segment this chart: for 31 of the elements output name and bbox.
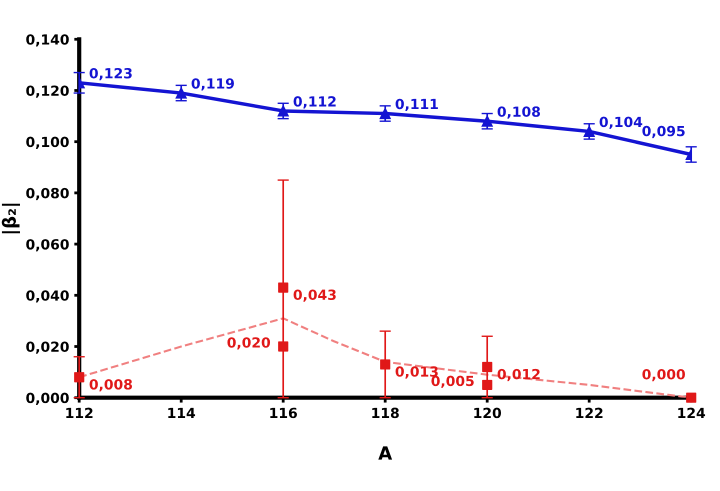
data-label: 0,119: [192, 78, 234, 91]
point: [686, 392, 696, 403]
data-label: 0,000: [642, 369, 685, 382]
data-label: 0,012: [498, 368, 540, 382]
data-label: 0,095: [642, 126, 685, 138]
data-label: 0,008: [90, 379, 132, 392]
x-tick-label: 124: [678, 408, 706, 418]
x-tick-label: 118: [372, 408, 399, 418]
data-label: 0,123: [90, 68, 132, 80]
y-tick-label: 0,080: [26, 188, 69, 200]
data-label: 0,104: [600, 116, 642, 129]
data-label: 0,111: [396, 98, 438, 111]
y-axis-title: |β₂|: [2, 204, 20, 234]
x-tick-label: 120: [474, 408, 502, 418]
y-tick-label: 0,140: [26, 34, 69, 47]
x-tick-label: 114: [168, 408, 196, 418]
y-tick-label: 0,000: [26, 392, 69, 405]
x-tick-label: 116: [270, 408, 297, 418]
x-axis-title: A: [378, 446, 392, 460]
y-tick-label: 0,100: [26, 136, 69, 149]
y-tick-label: 0,060: [26, 239, 69, 252]
y-tick-label: 0,040: [26, 290, 69, 303]
data-label: 0,020: [227, 337, 270, 350]
data-label: 0,043: [294, 289, 336, 302]
data-label: 0,112: [294, 96, 336, 108]
x-tick-label: 112: [66, 408, 92, 418]
y-tick-label: 0,120: [26, 85, 69, 98]
y-tick-label: 0,020: [26, 341, 69, 354]
point: [74, 372, 84, 382]
data-label: 0,108: [498, 106, 540, 119]
x-tick-label: 122: [576, 408, 602, 418]
